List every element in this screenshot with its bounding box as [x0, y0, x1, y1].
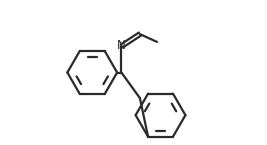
Text: N: N [116, 39, 125, 52]
